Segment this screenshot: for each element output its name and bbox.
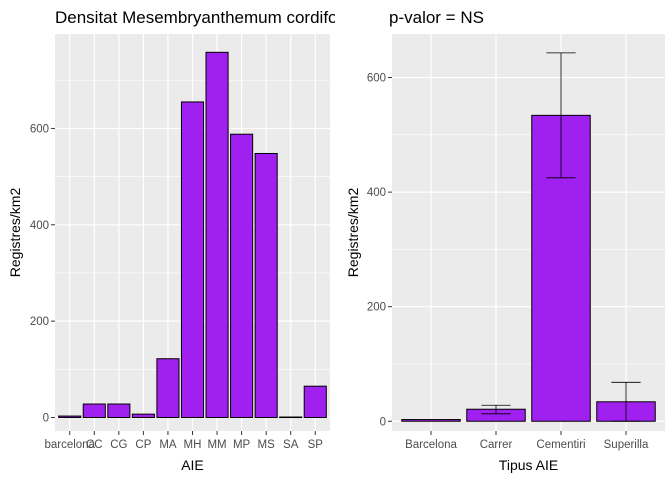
chart-title: Densitat Mesembryanthemum cordifolium (55, 8, 335, 27)
bar-cc (82, 403, 106, 419)
x-tick-label-carrer: Carrer (480, 439, 513, 451)
bar-mh (180, 101, 205, 419)
x-tick-label-ms: MS (258, 439, 276, 451)
y-tick-label: 600 (30, 123, 49, 135)
bar-cg (107, 403, 131, 419)
plot-panel (392, 34, 665, 431)
bar-ms (254, 152, 278, 419)
density-by-aie-type-chart: p-valor = NS 0 200 400 600 Barcelona Carrer Cem… (345, 8, 665, 473)
bar-sp (303, 385, 327, 419)
x-tick-label-ma: MA (159, 439, 177, 451)
x-tick-label-cc: CC (86, 439, 103, 451)
bar-ma (156, 358, 180, 419)
x-tick-label-mp: MP (233, 439, 251, 451)
y-tick-label: 400 (30, 220, 49, 232)
bar-sa (279, 416, 303, 419)
bar-cp (131, 413, 155, 419)
y-tick-label: 0 (380, 416, 386, 428)
bar-barcelona (401, 419, 461, 422)
y-tick-label: 400 (367, 187, 386, 199)
x-tick-label-mh: MH (184, 439, 202, 451)
bar-cementiri (531, 114, 591, 422)
x-axis-title: Tipus AIE (499, 457, 558, 473)
x-tick-label-sa: SA (283, 439, 299, 451)
x-tick-label-cementiri: Cementiri (536, 439, 585, 451)
y-tick-label: 0 (43, 413, 49, 425)
x-tick-label-mm: MM (207, 439, 226, 451)
y-axis-title: Registres/km2 (7, 188, 23, 278)
bar-barcelona (58, 415, 82, 419)
bar-mp (230, 133, 254, 419)
bar-mm (205, 51, 229, 419)
x-tick-label-cp: CP (135, 439, 151, 451)
x-tick-label-barcelona: Barcelona (405, 439, 457, 451)
y-tick-label: 200 (30, 316, 49, 328)
density-by-aie-chart: Densitat Mesembryanthemum cordifolium 0 20… (7, 8, 335, 473)
y-tick-label: 600 (367, 73, 386, 85)
x-axis-title: AIE (181, 457, 204, 473)
x-tick-label-barcelona: barcelona (44, 439, 95, 451)
x-tick-label-superilla: Superilla (604, 439, 649, 451)
y-axis-title: Registres/km2 (345, 188, 361, 278)
chart-title: p-valor = NS (389, 8, 484, 27)
x-tick-label-sp: SP (308, 439, 324, 451)
x-tick-label-cg: CG (110, 439, 127, 451)
y-tick-label: 200 (367, 302, 386, 314)
